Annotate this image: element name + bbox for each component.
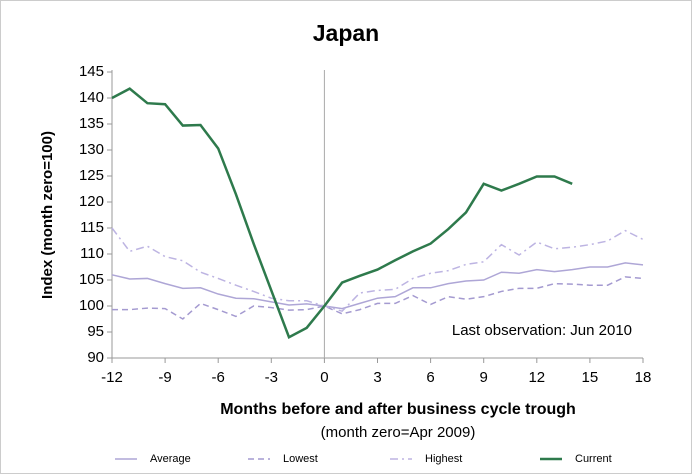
y-tick-label: 95	[87, 323, 104, 340]
legend-label: Current	[575, 453, 612, 465]
x-tick-label: 9	[480, 369, 488, 386]
y-tick-label: 110	[80, 245, 104, 262]
x-tick-label: 0	[320, 369, 328, 386]
y-tick-label: 135	[79, 115, 104, 132]
x-tick-label: 6	[426, 369, 434, 386]
x-tick-label: -6	[212, 369, 225, 386]
chart-title: Japan	[313, 20, 379, 46]
y-tick-label: 125	[79, 167, 104, 184]
legend-label: Lowest	[283, 453, 318, 465]
y-tick-label: 105	[79, 271, 104, 288]
series-line	[111, 87, 573, 339]
subtitle: (month zero=Apr 2009)	[321, 424, 476, 441]
x-tick-label: -9	[158, 369, 171, 386]
x-tick-label: -3	[265, 369, 278, 386]
y-tick-label: 90	[87, 349, 104, 366]
legend-label: Average	[150, 453, 191, 465]
y-tick-label: 130	[79, 141, 104, 158]
y-tick-label: 120	[79, 193, 104, 210]
y-tick-label: 115	[80, 219, 104, 236]
y-axis-label: Index (month zero=100)	[39, 131, 56, 299]
x-tick-label: 12	[528, 369, 545, 386]
x-tick-label: 18	[635, 369, 652, 386]
series-line	[111, 262, 644, 310]
x-tick-label: -12	[101, 369, 123, 386]
y-tick-label: 145	[79, 63, 104, 80]
annotation: Last observation: Jun 2010	[452, 322, 632, 339]
series-line	[112, 276, 644, 320]
x-tick-label: 15	[582, 369, 599, 386]
x-tick-label: 3	[373, 369, 381, 386]
x-axis-label: Months before and after business cycle t…	[220, 401, 576, 418]
y-tick-label: 140	[79, 89, 104, 106]
y-tick-label: 100	[79, 297, 104, 314]
legend-label: Highest	[425, 453, 462, 465]
